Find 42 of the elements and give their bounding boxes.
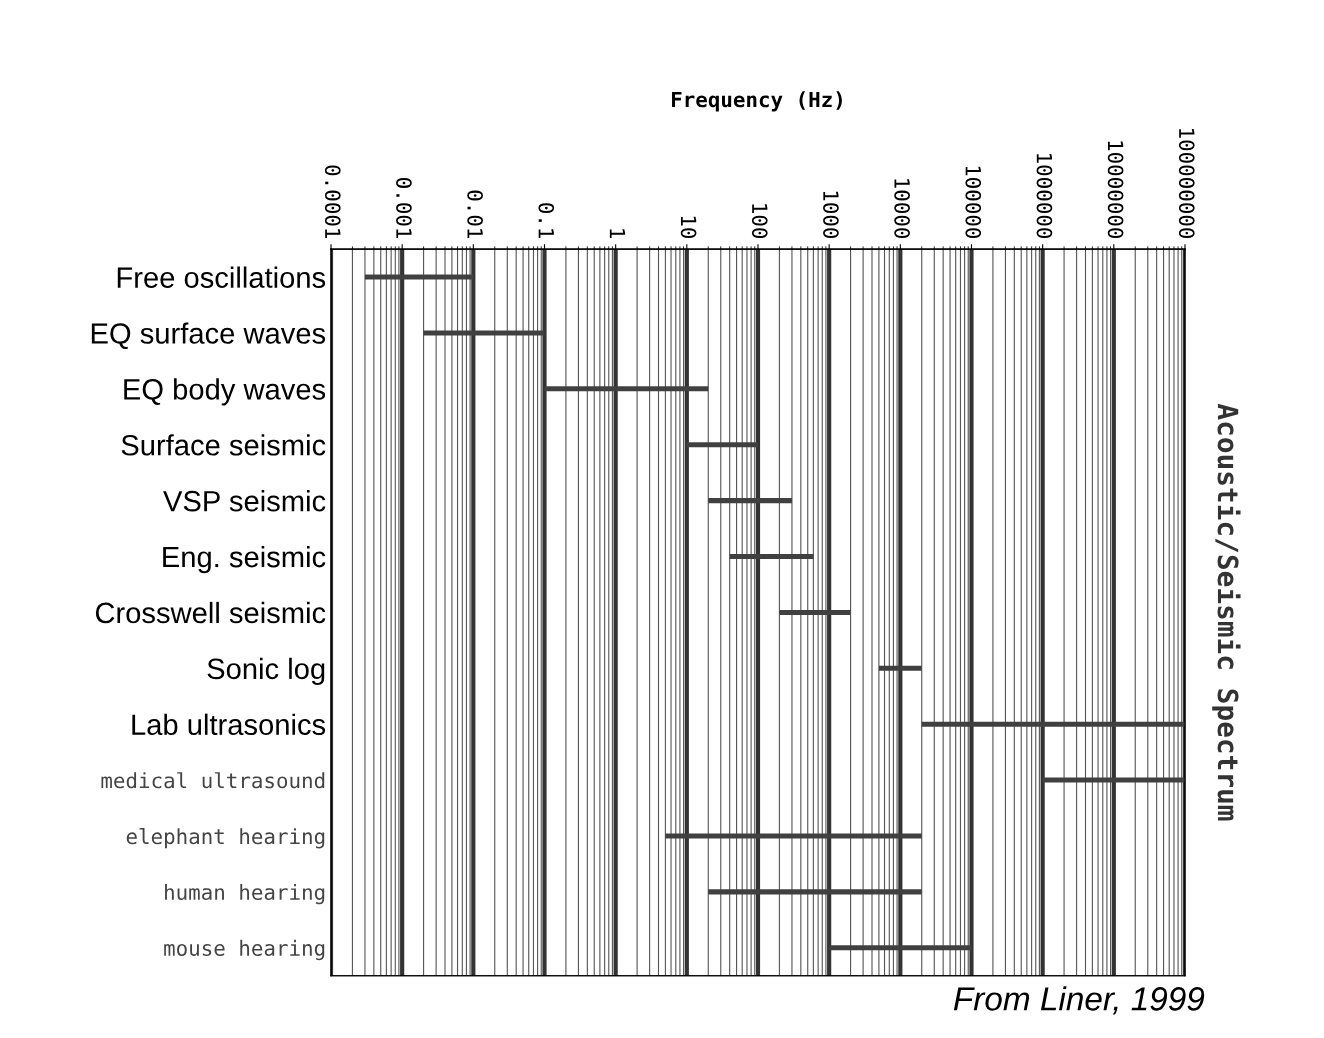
bar [544, 386, 709, 392]
bar [708, 498, 792, 504]
y-tick-label: mouse hearing [164, 939, 325, 961]
x-tick-label: 1000 [823, 191, 839, 239]
bar [829, 945, 972, 951]
bar [708, 889, 922, 895]
y-tick-label: human hearing [165, 883, 325, 905]
y-tick-label: EQ body waves [124, 378, 326, 406]
x-tick-label: 100000 [965, 166, 982, 239]
x-tick-label: 100000000 [1178, 129, 1195, 239]
y-tick-label: VSP seismic [163, 490, 326, 512]
bar [686, 442, 758, 448]
bar [364, 274, 474, 280]
y-tick-label: Free oscillations [117, 266, 326, 288]
bar [878, 665, 922, 671]
y-tick-label: Crosswell seismic [95, 601, 326, 624]
x-tick-label: 0.0001 [324, 165, 341, 238]
bar [1042, 777, 1185, 783]
bar [423, 330, 545, 336]
x-tick-label: 0.01 [467, 190, 483, 238]
y2-axis-title: Acoustic/Seismic Spectrum [1212, 403, 1241, 821]
x-tick-label: 1000000 [1036, 154, 1053, 239]
y-tick-label: Eng. seismic [163, 545, 326, 574]
y-tick-label: elephant hearing [126, 828, 325, 849]
y-tick-label: medical ultrasound [101, 772, 325, 789]
bar [729, 554, 814, 560]
text: From Liner, 1999 [953, 986, 1205, 1015]
x-tick-label: 10000000 [1107, 141, 1124, 239]
x-tick-label: 0.001 [396, 178, 412, 238]
x-tick-label: 0.1 [538, 203, 555, 238]
bar [779, 609, 851, 615]
y-tick-label: Sonic log [207, 657, 325, 685]
y-tick-label: EQ surface waves [91, 322, 326, 350]
bar [665, 833, 922, 839]
x-axis-title: Frequency (Hz) [672, 91, 842, 112]
x-tick-label: 1 [609, 229, 626, 238]
y-tick-label: Lab ultrasonics [132, 713, 326, 736]
x-tick-label: 10000 [894, 179, 910, 239]
x-tick-label: 100 [751, 204, 768, 239]
x-tick-label: 10 [680, 216, 697, 239]
bar [921, 721, 1185, 727]
y-tick-label: Surface seismic [121, 434, 326, 456]
